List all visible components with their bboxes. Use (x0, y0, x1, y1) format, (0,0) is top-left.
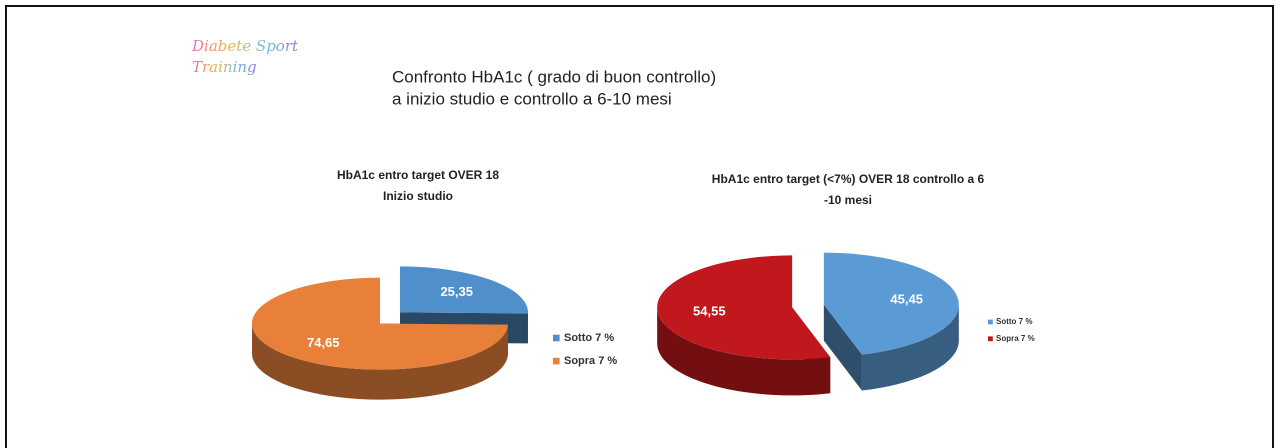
value-label: 54,55 (693, 303, 726, 318)
slide-frame (5, 5, 1274, 448)
pie (251, 266, 529, 400)
slide-title: a inizio studio e controllo a 6-10 mesi (392, 89, 672, 108)
legend-label: Sopra 7 % (996, 334, 1035, 343)
slice (251, 277, 508, 370)
chart-title: Inizio studio (383, 189, 453, 203)
legend-swatch (988, 319, 993, 325)
value-label: 74,65 (307, 335, 340, 350)
pie (657, 252, 959, 396)
chart-title: HbA1c entro target OVER 18 (337, 168, 499, 182)
value-label: 25,35 (440, 284, 473, 299)
legend-label: Sopra 7 % (564, 355, 617, 367)
logo: Training (192, 58, 257, 76)
slice (657, 255, 831, 360)
legend-swatch (988, 336, 993, 342)
slice-edge (823, 304, 862, 391)
legend-swatch (553, 357, 560, 365)
logo: Diabete Sport (191, 37, 299, 55)
chart-title: -10 mesi (824, 193, 872, 207)
slice-side (657, 307, 831, 396)
legend-label: Sotto 7 % (564, 332, 614, 344)
slice-side (861, 304, 959, 391)
legend-label: Sotto 7 % (996, 317, 1032, 326)
legend-swatch (553, 334, 560, 342)
slice-side (251, 323, 508, 400)
slice (823, 252, 959, 355)
chart-title: HbA1c entro target (<7%) OVER 18 control… (712, 172, 985, 186)
slice (400, 266, 529, 314)
slide-title: Confronto HbA1c ( grado di buon controll… (392, 67, 716, 86)
value-label: 45,45 (890, 291, 923, 306)
